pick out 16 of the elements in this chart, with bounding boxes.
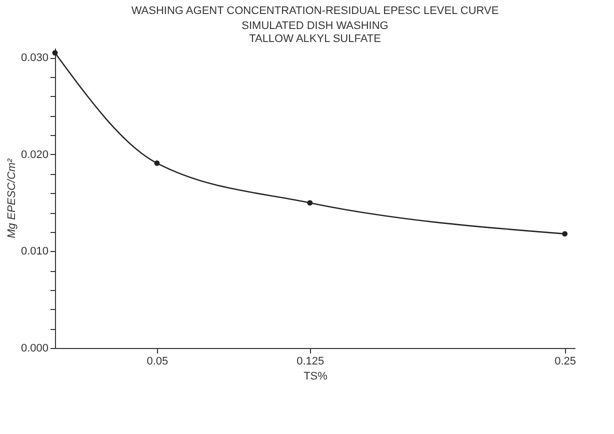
point (307, 200, 313, 206)
chart-title: WASHING AGENT CONCENTRATION-RESIDUAL EPESC LEVEL CURVE (131, 5, 499, 17)
x-axis-title: TS% (304, 370, 328, 382)
text: TALLOW ALKYL SULFATE (249, 33, 381, 45)
y-tick-label: 0.020 (20, 148, 48, 161)
point (562, 231, 568, 237)
x-tick-label: 0.125 (296, 356, 324, 368)
y-axis-title: Mg EPESC/Cm² (6, 158, 18, 238)
point (52, 50, 58, 56)
y-tick-label: 0.000 (20, 342, 48, 354)
y-tick-label: 0.030 (20, 52, 48, 64)
text: SIMULATED DISH WASHING (242, 20, 388, 32)
x-tick-label: 0.05 (146, 356, 168, 368)
y-tick-label: 0.010 (20, 246, 48, 258)
point (154, 160, 160, 166)
x-tick-label: 0.25 (554, 356, 576, 368)
